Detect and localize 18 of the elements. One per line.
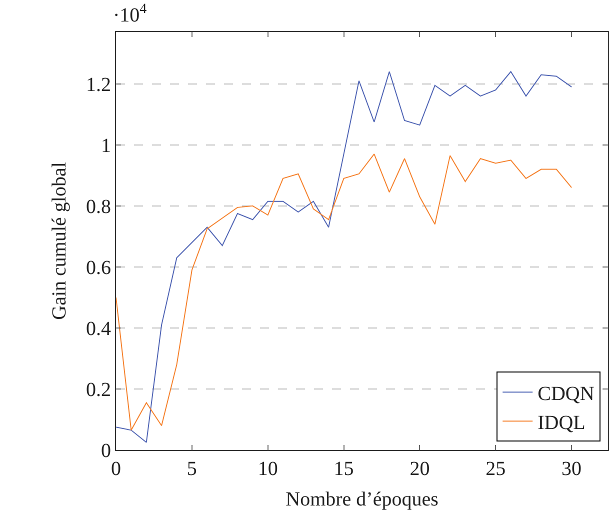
y-tick-label: 0 bbox=[101, 440, 111, 462]
y-tick-label: 0.2 bbox=[86, 378, 111, 401]
y-tick-label: 1 bbox=[101, 134, 111, 157]
x-tick-label: 15 bbox=[334, 458, 354, 480]
x-tick-label: 5 bbox=[186, 458, 197, 480]
legend-label: CDQN bbox=[538, 382, 594, 405]
legend-label: IDQL bbox=[538, 412, 586, 434]
x-axis-title: Nombre d’époques bbox=[286, 488, 439, 510]
text: ·10$^{4}$ bbox=[113, 2, 147, 26]
x-tick-label: 10 bbox=[258, 458, 278, 480]
y-axis-title: Gain cumulé global bbox=[48, 162, 70, 320]
y-tick-label: 1.2 bbox=[86, 74, 111, 96]
y-tick-label: 0.4 bbox=[86, 318, 111, 340]
x-tick-label: 30 bbox=[562, 458, 582, 480]
y-tick-label: 0.6 bbox=[86, 256, 111, 279]
y-tick-label: 0.8 bbox=[86, 196, 111, 218]
x-tick-label: 20 bbox=[410, 458, 430, 480]
x-tick-label: 25 bbox=[486, 458, 506, 480]
